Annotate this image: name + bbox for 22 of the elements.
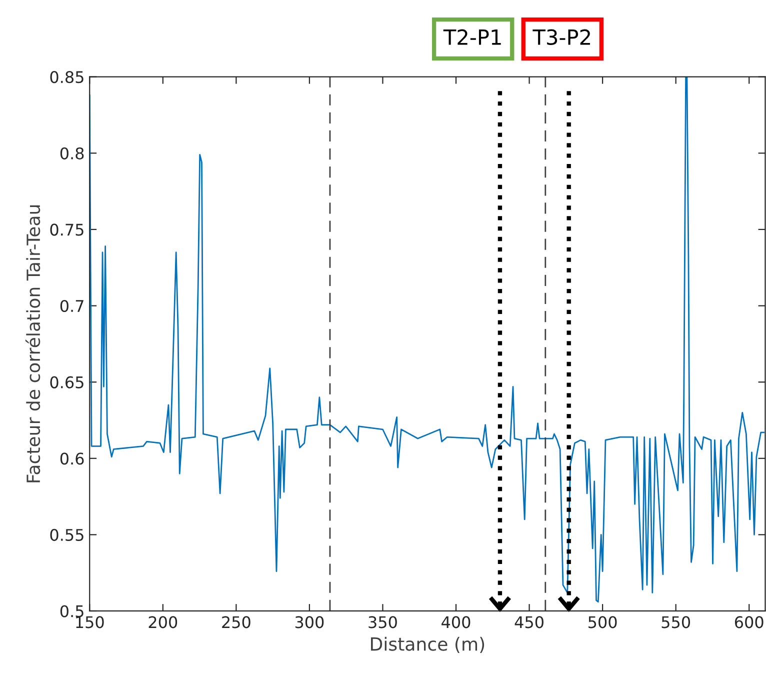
y-tick-label: 0.5 [60, 605, 84, 618]
x-tick-label: 600 [734, 616, 764, 628]
y-tick-label: 0.75 [50, 224, 84, 236]
ref-line-label: T2-P1 [443, 29, 501, 45]
y-tick-label: 0.55 [50, 528, 84, 541]
ref-line-label: T3-P2 [532, 29, 590, 46]
y-tick-label: 0.7 [60, 300, 84, 312]
x-tick-label: 150 [76, 616, 104, 628]
x-axis-title: Distance (m) [371, 636, 484, 653]
x-tick-label: 250 [222, 616, 250, 628]
x-tick-label: 300 [295, 616, 324, 628]
x-tick-label: 350 [368, 616, 397, 628]
x-tick-label: 400 [442, 616, 470, 628]
y-tick-label: 0.85 [50, 71, 84, 84]
x-tick-label: 450 [514, 616, 544, 628]
y-tick-label: 0.6 [60, 452, 84, 465]
x-tick-label: 500 [588, 616, 617, 628]
y-tick-label: 0.8 [60, 147, 84, 160]
y-axis-title: Facteur de corrélation Tair-Teau [25, 205, 40, 482]
x-tick-label: 550 [662, 616, 690, 628]
x-tick-label: 200 [148, 616, 178, 628]
y-tick-label: 0.65 [50, 376, 84, 388]
